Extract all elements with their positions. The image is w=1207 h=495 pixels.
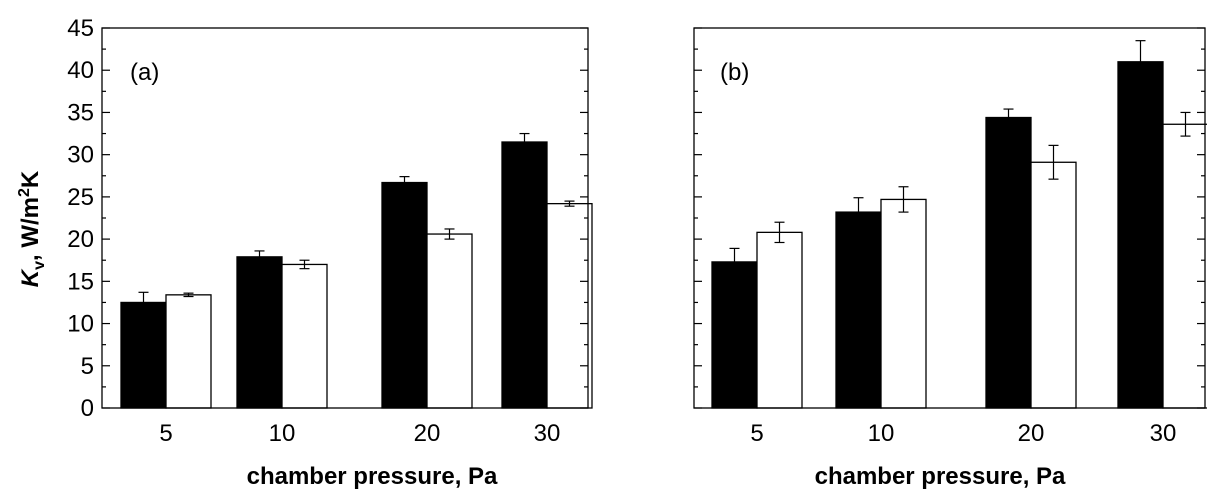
- error-bar: [1003, 108, 1014, 127]
- error-bar: [564, 200, 575, 207]
- x-tick-label: 10: [269, 420, 296, 447]
- bar-filled-20: [985, 116, 1032, 409]
- y-tick-label: 25: [67, 184, 94, 211]
- y-tick-label: 15: [67, 268, 94, 295]
- error-bar: [254, 250, 265, 264]
- y-tick-label: 20: [67, 226, 94, 253]
- x-tick-label: 20: [414, 420, 441, 447]
- error-bar: [1180, 111, 1191, 137]
- error-bar: [898, 186, 909, 213]
- bar-filled-5: [120, 301, 167, 409]
- bar-open-20: [1030, 161, 1077, 409]
- panel-label-a: (a): [130, 59, 159, 86]
- y-tick-label: 35: [67, 99, 94, 126]
- x-tick-label: 30: [534, 420, 561, 447]
- x-tick-label: 5: [159, 420, 172, 447]
- bars-group: [120, 132, 593, 409]
- y-tick-label: 0: [81, 395, 94, 422]
- bar-filled-30: [501, 141, 548, 409]
- error-bar: [1048, 144, 1059, 180]
- bar-open-30: [546, 202, 593, 409]
- x-tick-label: 30: [1150, 420, 1177, 447]
- bar-filled-20: [381, 181, 428, 409]
- y-tick-label: 5: [81, 353, 94, 380]
- bar-open-5: [165, 294, 212, 409]
- bar-filled-30: [1117, 61, 1164, 409]
- panel-label-b: (b): [720, 59, 749, 86]
- y-tick-label: 45: [67, 15, 94, 42]
- ticks-group: 5 10 20 30: [694, 27, 1205, 447]
- bar-open-20: [426, 233, 473, 409]
- error-bar: [853, 197, 864, 228]
- y-tick-label: 10: [67, 311, 94, 338]
- bar-filled-5: [711, 261, 758, 409]
- error-bar: [1135, 40, 1146, 84]
- y-tick-label: 30: [67, 142, 94, 169]
- error-bar: [138, 291, 149, 314]
- ticks-group: 0 5 10 15 20 25 30 35 40 45 5 10 20 30: [67, 15, 588, 447]
- y-tick-label: 40: [67, 57, 94, 84]
- x-tick-label: 10: [868, 420, 895, 447]
- error-bar: [444, 228, 455, 240]
- x-axis-title-a: chamber pressure, Pa: [247, 463, 498, 490]
- chart-panel-b: 5 10 20 30 (b) chamber pressure, Pa: [693, 27, 1207, 490]
- x-tick-label: 20: [1018, 420, 1045, 447]
- bar-open-5: [756, 231, 803, 409]
- bar-filled-10: [236, 256, 283, 409]
- error-bar: [729, 247, 740, 277]
- bars-group: [711, 40, 1207, 409]
- bar-open-30: [1162, 123, 1207, 409]
- bar-open-10: [880, 198, 927, 409]
- error-bar: [399, 176, 410, 190]
- x-axis-title-b: chamber pressure, Pa: [815, 463, 1066, 490]
- error-bar: [299, 259, 310, 270]
- y-axis-title: Kv, W/m2K: [16, 170, 48, 287]
- error-bar: [774, 221, 785, 244]
- chart-panel-a: 0 5 10 15 20 25 30 35 40 45 5 10 20 30 (a) chamber pr…: [67, 15, 593, 490]
- error-bar: [519, 132, 530, 152]
- bar-filled-10: [835, 211, 882, 409]
- x-tick-label: 5: [750, 420, 763, 447]
- bar-open-10: [281, 263, 328, 409]
- error-bar: [183, 292, 194, 298]
